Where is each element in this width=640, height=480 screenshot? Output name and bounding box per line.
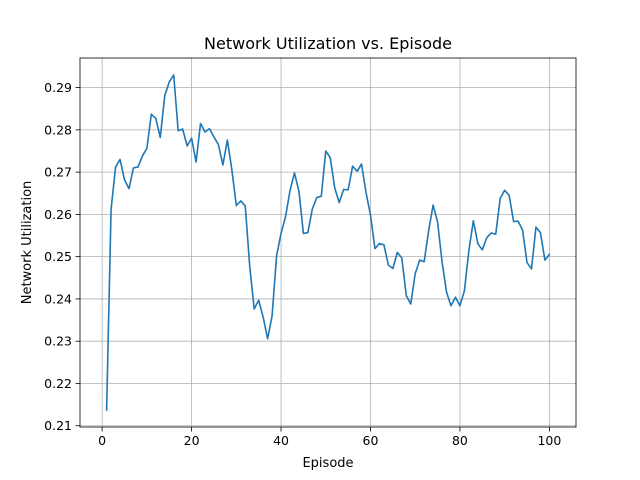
- series-line: [105, 74, 551, 411]
- y-tick-label: 0.25: [44, 249, 72, 264]
- x-tick-label: 20: [184, 433, 200, 448]
- y-tick-label: 0.26: [44, 207, 72, 222]
- y-tick-label: 0.28: [44, 122, 72, 137]
- x-tick-label: 40: [273, 433, 289, 448]
- x-axis-label: Episode: [302, 456, 353, 471]
- grid-lines: [80, 58, 576, 427]
- x-tick-label: 80: [452, 433, 468, 448]
- y-axis-label: Network Utilization: [20, 181, 35, 305]
- y-tick-label: 0.21: [44, 418, 72, 433]
- y-tick-label: 0.29: [44, 80, 72, 95]
- x-tick-label: 60: [363, 433, 379, 448]
- x-tick-label: 0: [98, 433, 106, 448]
- chart-title: Network Utilization vs. Episode: [204, 34, 452, 53]
- y-tick-label: 0.23: [44, 334, 72, 349]
- x-tick-label: 100: [537, 433, 561, 448]
- y-tick-label: 0.22: [44, 376, 72, 391]
- axis-ticks: 0 20 40 60 80 100 0.21 0.22 0.23 0.24 0.25 0.26 0.27…: [44, 80, 561, 448]
- y-tick-label: 0.27: [44, 165, 72, 180]
- plot-frame: [79, 57, 577, 428]
- y-tick-label: 0.24: [44, 291, 72, 306]
